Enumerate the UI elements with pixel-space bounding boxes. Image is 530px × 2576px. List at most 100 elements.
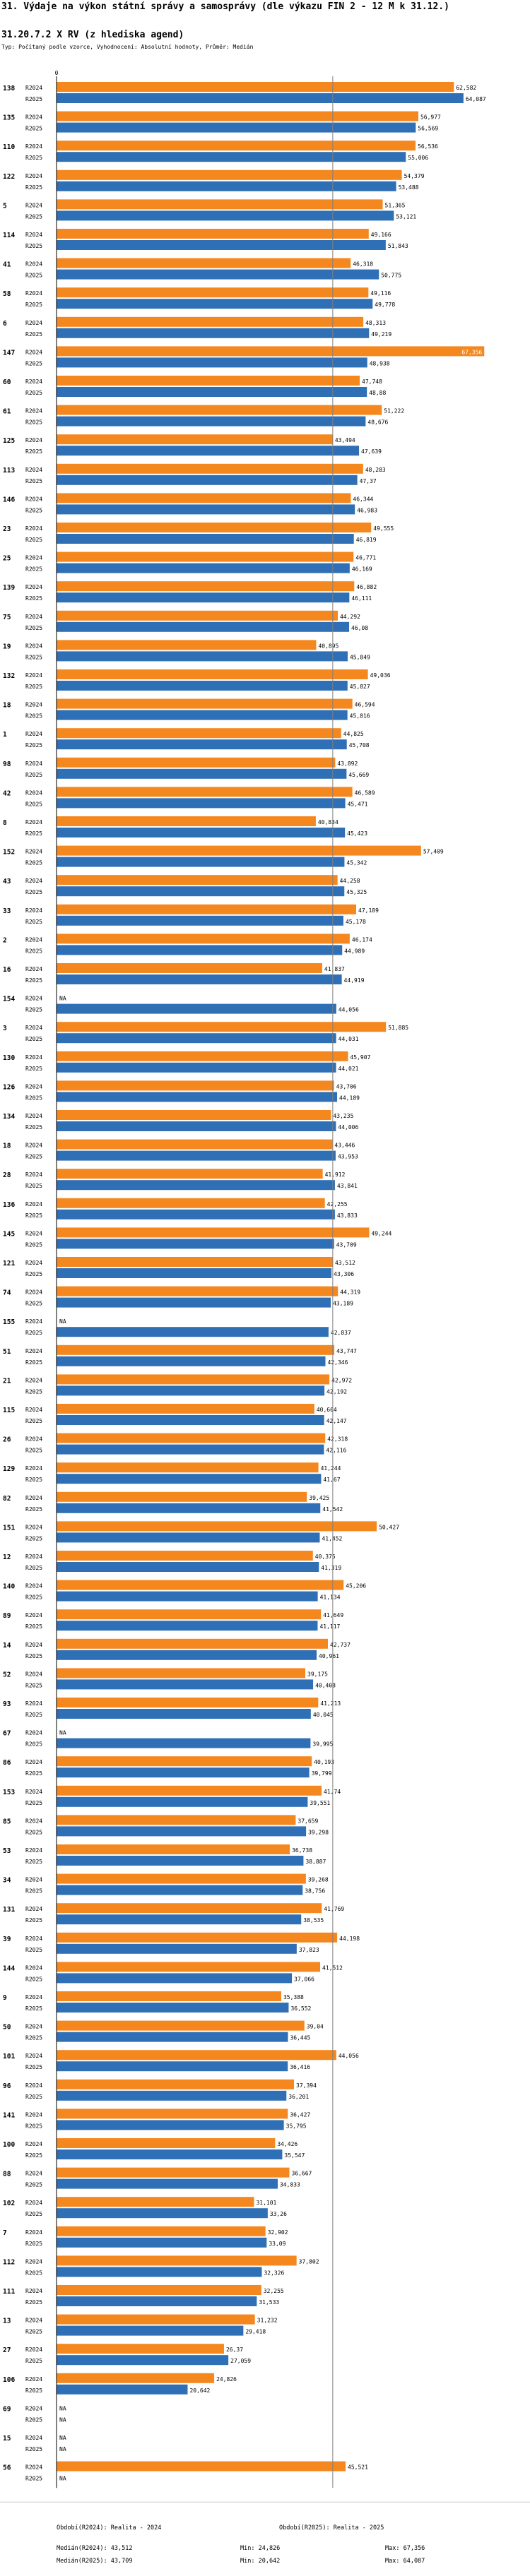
chart-subtitle: 31.20.7.2 X RV (z hlediska agend) xyxy=(1,30,184,40)
value-label: 36,552 xyxy=(290,2005,311,2012)
series-label: R2025 xyxy=(25,2094,42,2100)
row-id-label: 42 xyxy=(3,789,11,797)
bar-r2024 xyxy=(57,229,369,239)
series-label: R2024 xyxy=(25,878,42,884)
bar-r2025 xyxy=(57,2061,288,2072)
value-label: 32,255 xyxy=(264,2288,284,2294)
series-label: R2024 xyxy=(25,1583,42,1590)
series-label: R2024 xyxy=(25,1201,42,1208)
summary-period-2024: Období(R2024): Realita - 2024 xyxy=(57,2524,162,2532)
value-label: 43,892 xyxy=(337,761,358,767)
bar-r2025 xyxy=(57,504,355,515)
series-label: R2024 xyxy=(25,2347,42,2353)
series-label: R2024 xyxy=(25,467,42,473)
bar-r2024 xyxy=(57,1873,306,1884)
series-label: R2024 xyxy=(25,1936,42,1942)
bar-r2025 xyxy=(57,1709,311,1719)
row-id-label: 138 xyxy=(3,85,15,93)
value-label: 41,452 xyxy=(322,1535,342,1542)
value-label: 36,667 xyxy=(291,2171,312,2177)
value-label: 46,882 xyxy=(356,584,377,590)
bar-r2024 xyxy=(57,640,317,650)
value-label: 37,066 xyxy=(294,1976,314,1982)
value-label: 27,059 xyxy=(230,2358,251,2364)
bar-r2024 xyxy=(57,934,350,944)
row-id-label: 74 xyxy=(3,1289,11,1297)
value-label: 42,837 xyxy=(331,1330,351,1336)
series-label: R2025 xyxy=(25,1359,42,1366)
series-label: R2025 xyxy=(25,1301,42,1307)
row-id-label: 88 xyxy=(3,2171,11,2178)
bar-r2024 xyxy=(57,610,338,621)
value-label: 45,827 xyxy=(350,684,370,690)
value-label: 44,021 xyxy=(338,1066,359,1072)
row-id-label: 111 xyxy=(3,2288,15,2296)
bar-r2025 xyxy=(57,2355,229,2366)
bar-r2024 xyxy=(57,904,357,914)
value-label: 36,416 xyxy=(290,2064,310,2070)
bar-r2024 xyxy=(57,493,351,503)
series-label: R2024 xyxy=(25,1465,42,1472)
value-label: 39,175 xyxy=(307,1671,328,1677)
series-label: R2024 xyxy=(25,672,42,679)
value-label: 44,006 xyxy=(338,1124,358,1131)
series-label: R2024 xyxy=(25,437,42,443)
bar-r2024 xyxy=(57,1844,290,1854)
value-label: 45,325 xyxy=(346,889,367,895)
bar-r2025 xyxy=(57,2296,257,2306)
value-label: 43,706 xyxy=(336,1083,357,1090)
value-label: 45,471 xyxy=(348,801,368,807)
value-label: 36,445 xyxy=(290,2035,310,2041)
bar-r2025 xyxy=(57,1444,324,1455)
bar-r2025 xyxy=(57,945,343,955)
row-id-label: 1 xyxy=(3,731,7,739)
bar-r2024 xyxy=(57,2138,276,2148)
value-label: 41,213 xyxy=(320,1700,341,1707)
value-label: 46,771 xyxy=(355,555,376,561)
bar-r2025 xyxy=(57,681,348,691)
series-label: R2024 xyxy=(25,907,42,914)
series-label: R2024 xyxy=(25,1877,42,1883)
value-label: 37,823 xyxy=(299,1947,319,1953)
value-label: 46,589 xyxy=(355,789,375,796)
series-label: R2024 xyxy=(25,789,42,796)
row-id-label: 28 xyxy=(3,1171,11,1179)
bar-r2025 xyxy=(57,1121,336,1131)
value-label: 46,983 xyxy=(357,507,377,513)
value-label: 45,816 xyxy=(350,713,370,720)
bar-r2024 xyxy=(57,2461,346,2471)
axis-zero-label: 0 xyxy=(55,70,59,76)
value-label: 20,642 xyxy=(189,2387,210,2394)
bar-r2024 xyxy=(57,2373,215,2383)
bar-r2025 xyxy=(57,621,350,632)
value-label: 46,344 xyxy=(353,496,373,502)
value-label: 43,833 xyxy=(337,1212,358,1219)
bar-r2025 xyxy=(57,1180,335,1191)
row-id-label: 115 xyxy=(3,1407,15,1414)
value-label: 44,056 xyxy=(338,2053,359,2059)
value-label: 36,201 xyxy=(288,2094,309,2100)
value-label: 31,101 xyxy=(256,2200,276,2206)
bar-r2024 xyxy=(57,1698,319,1707)
row-id-label: 86 xyxy=(3,1759,11,1767)
bar-r2025 xyxy=(57,2237,267,2248)
value-label: 41,319 xyxy=(321,1565,341,1571)
series-label: R2025 xyxy=(25,155,42,161)
bar-r2024 xyxy=(57,2109,288,2119)
value-label: 42,318 xyxy=(327,1436,348,1443)
bar-r2025 xyxy=(57,1327,329,1337)
series-label: R2025 xyxy=(25,419,42,426)
value-label: 50,775 xyxy=(381,273,401,279)
series-label: R2025 xyxy=(25,801,42,807)
bar-r2025 xyxy=(57,710,348,720)
series-label: R2025 xyxy=(25,1448,42,1454)
bar-r2025 xyxy=(57,1914,302,1925)
bar-r2024 xyxy=(57,1080,334,1091)
bar-r2025 xyxy=(57,2090,287,2101)
bar-r2024 xyxy=(57,82,454,92)
bar-r2024 xyxy=(57,1198,325,1208)
row-id-label: 155 xyxy=(3,1318,15,1326)
series-label: R2025 xyxy=(25,889,42,895)
bar-r2025 xyxy=(57,1973,293,1984)
row-id-label: 15 xyxy=(3,2435,11,2443)
